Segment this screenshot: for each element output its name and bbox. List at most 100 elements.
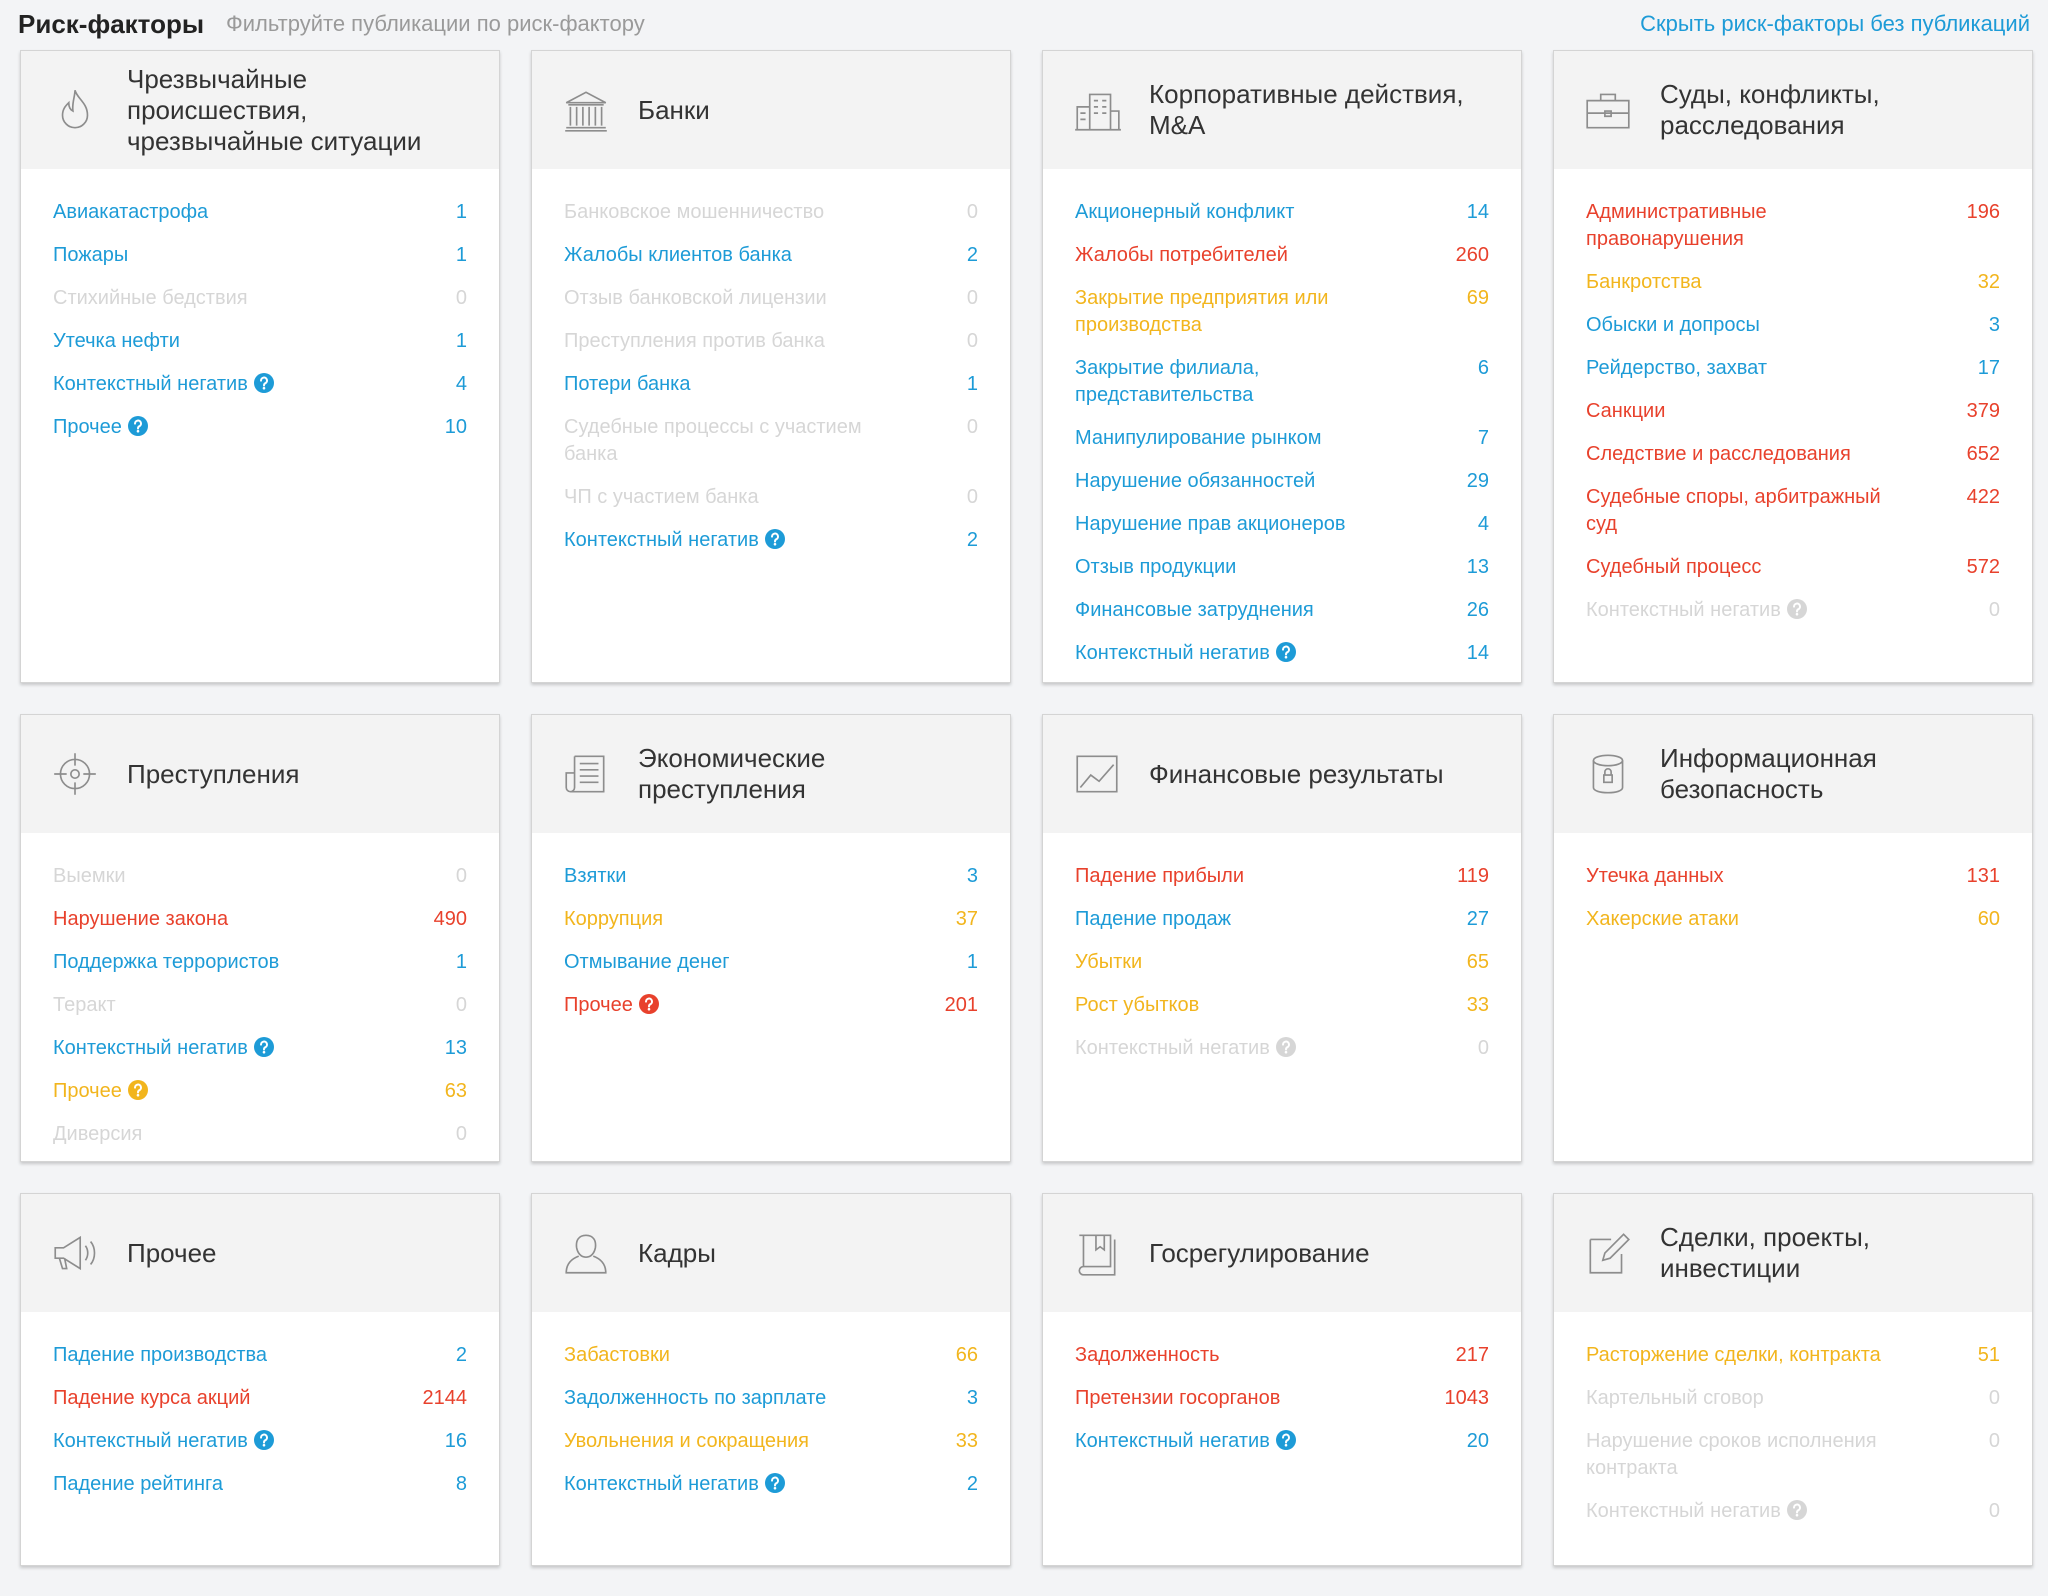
item-label[interactable]: Падение курса акций <box>53 1387 251 1409</box>
risk-item[interactable]: Контекстный негатив 13 <box>53 1027 467 1070</box>
item-label[interactable]: Хакерские атаки <box>1586 908 1739 930</box>
risk-item[interactable]: Отмывание денег 1 <box>564 941 978 984</box>
item-label[interactable]: Контекстный негатив <box>1075 642 1270 664</box>
risk-item[interactable]: Картельный сговор 0 <box>1586 1377 2000 1420</box>
item-label[interactable]: Рост убытков <box>1075 994 1200 1016</box>
risk-item[interactable]: Теракт 0 <box>53 984 467 1027</box>
item-label[interactable]: Стихийные бедствия <box>53 287 248 309</box>
risk-item[interactable]: Взятки 3 <box>564 855 978 898</box>
help-icon[interactable] <box>253 373 274 393</box>
risk-item[interactable]: Падение рейтинга 8 <box>53 1463 467 1506</box>
risk-item[interactable]: Нарушение прав акционеров 4 <box>1075 503 1489 546</box>
help-icon[interactable] <box>253 1037 274 1057</box>
item-label[interactable]: Санкции <box>1586 400 1666 422</box>
risk-item[interactable]: Контекстный негатив 14 <box>1075 632 1489 675</box>
item-label[interactable]: Выемки <box>53 865 126 887</box>
item-label[interactable]: Контекстный негатив <box>53 1430 248 1452</box>
help-icon[interactable] <box>253 1430 274 1450</box>
risk-item[interactable]: Задолженность 217 <box>1075 1334 1489 1377</box>
item-label[interactable]: Задолженность <box>1075 1344 1220 1366</box>
risk-item[interactable]: Хакерские атаки 60 <box>1586 898 2000 941</box>
risk-item[interactable]: Контекстный негатив 0 <box>1075 1027 1489 1070</box>
risk-item[interactable]: Отзыв продукции 13 <box>1075 546 1489 589</box>
item-label[interactable]: Контекстный негатив <box>53 373 248 395</box>
risk-item[interactable]: Рейдерство, захват 17 <box>1586 347 2000 390</box>
item-label[interactable]: Акционерный конфликт <box>1075 201 1295 223</box>
risk-item[interactable]: Увольнения и сокращения 33 <box>564 1420 978 1463</box>
item-label[interactable]: Утечка нефти <box>53 330 180 352</box>
item-label[interactable]: Задолженность по зарплате <box>564 1387 827 1409</box>
risk-item[interactable]: Контекстный негатив 0 <box>1586 1490 2000 1533</box>
item-label[interactable]: Отзыв банковской лицензии <box>564 287 827 309</box>
risk-item[interactable]: Судебные споры, арбитражный суд 422 <box>1586 476 2000 546</box>
risk-item[interactable]: Судебные процессы с участием банка 0 <box>564 406 978 476</box>
item-label[interactable]: Административные правонарушения <box>1586 201 1767 250</box>
risk-item[interactable]: Нарушение сроков исполнения контракта 0 <box>1586 1420 2000 1490</box>
risk-item[interactable]: Потери банка 1 <box>564 363 978 406</box>
item-label[interactable]: ЧП с участием банка <box>564 486 759 508</box>
item-label[interactable]: Жалобы потребителей <box>1075 244 1288 266</box>
risk-item[interactable]: Расторжение сделки, контракта 51 <box>1586 1334 2000 1377</box>
item-label[interactable]: Закрытие предприятия или производства <box>1075 287 1329 336</box>
item-label[interactable]: Падение продаж <box>1075 908 1231 930</box>
item-label[interactable]: Падение рейтинга <box>53 1473 223 1495</box>
risk-item[interactable]: Финансовые затруднения 26 <box>1075 589 1489 632</box>
item-label[interactable]: Судебные процессы с участием банка <box>564 416 862 465</box>
item-label[interactable]: Прочее <box>53 416 122 438</box>
item-label[interactable]: Прочее <box>53 1080 122 1102</box>
item-label[interactable]: Закрытие филиала, представительства <box>1075 357 1260 406</box>
item-label[interactable]: Пожары <box>53 244 129 266</box>
risk-item[interactable]: Контекстный негатив 4 <box>53 363 467 406</box>
risk-item[interactable]: Прочее 10 <box>53 406 467 449</box>
item-label[interactable]: Контекстный негатив <box>1586 1500 1781 1522</box>
item-label[interactable]: Авиакатастрофа <box>53 201 209 223</box>
risk-item[interactable]: Претензии госорганов 1043 <box>1075 1377 1489 1420</box>
risk-item[interactable]: ЧП с участием банка 0 <box>564 476 978 519</box>
risk-item[interactable]: Контекстный негатив 16 <box>53 1420 467 1463</box>
item-label[interactable]: Банковское мошенничество <box>564 201 825 223</box>
item-label[interactable]: Отзыв продукции <box>1075 556 1237 578</box>
item-label[interactable]: Контекстный негатив <box>1075 1430 1270 1452</box>
risk-item[interactable]: Контекстный негатив 2 <box>564 1463 978 1506</box>
risk-item[interactable]: Отзыв банковской лицензии 0 <box>564 277 978 320</box>
item-label[interactable]: Теракт <box>53 994 116 1016</box>
risk-item[interactable]: Административные правонарушения 196 <box>1586 191 2000 261</box>
item-label[interactable]: Преступления против банка <box>564 330 825 352</box>
item-label[interactable]: Рейдерство, захват <box>1586 357 1768 379</box>
item-label[interactable]: Нарушение прав акционеров <box>1075 513 1346 535</box>
risk-item[interactable]: Закрытие предприятия или производства 69 <box>1075 277 1489 347</box>
item-label[interactable]: Жалобы клиентов банка <box>564 244 792 266</box>
item-label[interactable]: Нарушение закона <box>53 908 229 930</box>
risk-item[interactable]: Жалобы клиентов банка 2 <box>564 234 978 277</box>
risk-item[interactable]: Убытки 65 <box>1075 941 1489 984</box>
help-icon[interactable] <box>638 994 659 1014</box>
risk-item[interactable]: Контекстный негатив 2 <box>564 519 978 562</box>
item-label[interactable]: Следствие и расследования <box>1586 443 1851 465</box>
item-label[interactable]: Манипулирование рынком <box>1075 427 1322 449</box>
item-label[interactable]: Контекстный негатив <box>1075 1037 1270 1059</box>
risk-item[interactable]: Нарушение обязанностей 29 <box>1075 460 1489 503</box>
risk-item[interactable]: Забастовки 66 <box>564 1334 978 1377</box>
risk-item[interactable]: Прочее 63 <box>53 1070 467 1113</box>
help-icon[interactable] <box>1275 642 1296 662</box>
item-label[interactable]: Претензии госорганов <box>1075 1387 1281 1409</box>
risk-item[interactable]: Диверсия 0 <box>53 1113 467 1156</box>
help-icon[interactable] <box>1275 1037 1296 1057</box>
risk-item[interactable]: Пожары 1 <box>53 234 467 277</box>
risk-item[interactable]: Обыски и допросы 3 <box>1586 304 2000 347</box>
item-label[interactable]: Расторжение сделки, контракта <box>1586 1344 1881 1366</box>
item-label[interactable]: Увольнения и сокращения <box>564 1430 809 1452</box>
risk-item[interactable]: Утечка данных 131 <box>1586 855 2000 898</box>
help-icon[interactable] <box>127 416 148 436</box>
help-icon[interactable] <box>764 529 785 549</box>
help-icon[interactable] <box>764 1473 785 1493</box>
item-label[interactable]: Взятки <box>564 865 627 887</box>
help-icon[interactable] <box>1786 1500 1807 1520</box>
item-label[interactable]: Картельный сговор <box>1586 1387 1764 1409</box>
item-label[interactable]: Контекстный негатив <box>564 529 759 551</box>
risk-item[interactable]: Жалобы потребителей 260 <box>1075 234 1489 277</box>
item-label[interactable]: Забастовки <box>564 1344 670 1366</box>
risk-item[interactable]: Падение прибыли 119 <box>1075 855 1489 898</box>
risk-item[interactable]: Контекстный негатив 20 <box>1075 1420 1489 1463</box>
item-label[interactable]: Судебные споры, арбитражный суд <box>1586 486 1881 535</box>
